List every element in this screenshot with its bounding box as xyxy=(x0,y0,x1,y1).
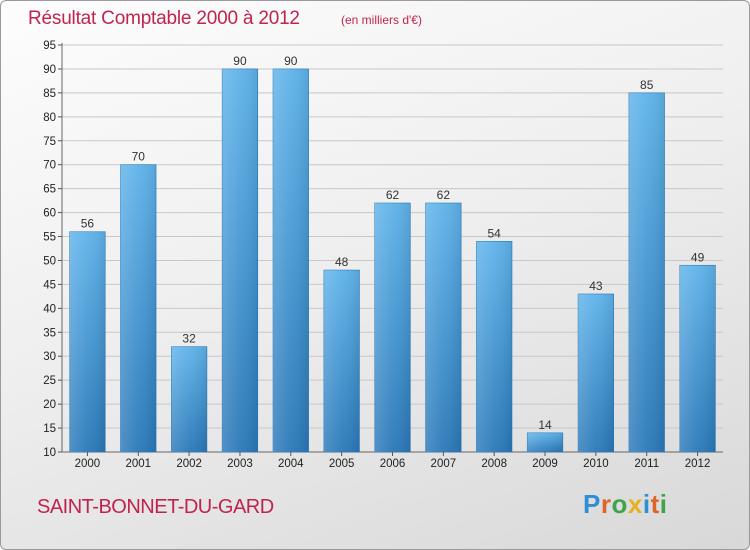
x-tick-label: 2005 xyxy=(329,458,355,470)
bar-2012 xyxy=(679,264,716,453)
logo-letter: x xyxy=(627,489,643,519)
x-tick-label: 2010 xyxy=(583,458,609,470)
data-label: 32 xyxy=(182,332,196,346)
data-label: 62 xyxy=(386,188,400,202)
y-tick-label: 60 xyxy=(43,208,56,220)
bar-2009 xyxy=(526,432,564,453)
bar-shine xyxy=(527,432,563,452)
proxiti-logo: Proxiti xyxy=(583,489,667,520)
town-name: SAINT-BONNET-DU-GARD xyxy=(37,496,274,518)
data-label: 56 xyxy=(81,217,95,231)
x-tick-label: 2008 xyxy=(481,458,507,470)
x-tick-label: 2009 xyxy=(532,458,558,470)
bar-2010 xyxy=(577,293,614,453)
chart-title: Résultat Comptable 2000 à 2012 xyxy=(28,8,300,29)
chart-subtitle: (en milliers d'€) xyxy=(341,13,422,27)
data-label: 90 xyxy=(233,54,247,68)
bar-shine xyxy=(679,265,716,452)
data-label: 43 xyxy=(589,279,603,293)
bar-2003 xyxy=(221,68,259,453)
bar-shine xyxy=(273,68,309,453)
x-tick-label: 2006 xyxy=(380,458,406,470)
x-tick-label: 2002 xyxy=(176,458,202,470)
y-tick-label: 80 xyxy=(43,112,56,124)
y-tick-label: 40 xyxy=(43,303,56,315)
x-tick-label: 2012 xyxy=(685,458,711,470)
y-tick-label: 25 xyxy=(43,375,56,387)
logo-letter: i xyxy=(659,489,668,519)
bar-2005 xyxy=(323,269,360,453)
bar-2002 xyxy=(171,346,208,453)
bar-shine xyxy=(222,68,258,453)
bar-2007 xyxy=(425,202,462,453)
bar-2011 xyxy=(628,92,665,453)
y-tick-label: 35 xyxy=(43,327,56,339)
y-tick-label: 75 xyxy=(43,136,56,148)
bar-shine xyxy=(628,92,665,452)
y-tick-label: 50 xyxy=(43,255,56,267)
data-label: 85 xyxy=(640,78,654,92)
bar-2004 xyxy=(272,68,309,453)
y-tick-label: 95 xyxy=(43,40,56,52)
bar-shine xyxy=(171,346,207,452)
bar-shine xyxy=(476,241,512,452)
x-tick-label: 2011 xyxy=(634,458,659,470)
y-tick-label: 20 xyxy=(43,399,56,411)
x-tick-labels: 2000 2001 2002 2003 2004 2005 2006 2007 2008 2009… xyxy=(75,452,711,470)
data-label: 90 xyxy=(284,54,298,68)
data-label: 49 xyxy=(691,250,705,264)
logo-letter: t xyxy=(650,489,660,519)
bar-shine xyxy=(425,203,462,452)
logo-letter: r xyxy=(600,489,612,519)
bars xyxy=(69,68,716,453)
y-tick-labels: 10 15 20 25 30 35 40 45 50 55 60 65 70 75 80 85 90 95 xyxy=(43,40,56,459)
y-tick-label: 55 xyxy=(43,232,56,244)
y-tick-label: 70 xyxy=(43,160,56,172)
x-tick-label: 2001 xyxy=(125,458,151,470)
data-label: 70 xyxy=(132,150,146,164)
y-tick-label: 15 xyxy=(43,423,56,435)
bar-shine xyxy=(578,293,614,452)
data-label: 54 xyxy=(488,226,502,240)
logo-letter: i xyxy=(642,489,651,519)
bar-shine xyxy=(323,270,360,452)
bar-shine xyxy=(69,231,106,452)
x-tick-label: 2000 xyxy=(75,458,101,470)
bar-shine xyxy=(374,203,411,452)
data-label: 14 xyxy=(538,418,552,432)
bar-2006 xyxy=(374,202,411,453)
bar-2001 xyxy=(120,164,157,453)
logo-letter: o xyxy=(611,489,628,519)
y-tick-label: 85 xyxy=(43,88,56,100)
y-tick-label: 65 xyxy=(43,184,56,196)
bar-2008 xyxy=(476,241,513,453)
y-tick-label: 90 xyxy=(43,64,56,76)
data-labels: 56 70 32 90 90 48 62 62 54 14 43 85 49 xyxy=(81,54,705,432)
x-tick-label: 2007 xyxy=(431,458,457,470)
y-tick-label: 45 xyxy=(43,279,56,291)
x-tick-label: 2004 xyxy=(278,458,304,470)
bar-2000 xyxy=(69,231,106,453)
y-tick-label: 30 xyxy=(43,351,56,363)
x-tick-label: 2003 xyxy=(227,458,253,470)
logo-letter: P xyxy=(583,489,601,519)
data-label: 62 xyxy=(437,188,451,202)
y-tick-label: 10 xyxy=(43,447,56,459)
bar-shine xyxy=(120,164,157,453)
data-label: 48 xyxy=(335,255,349,269)
